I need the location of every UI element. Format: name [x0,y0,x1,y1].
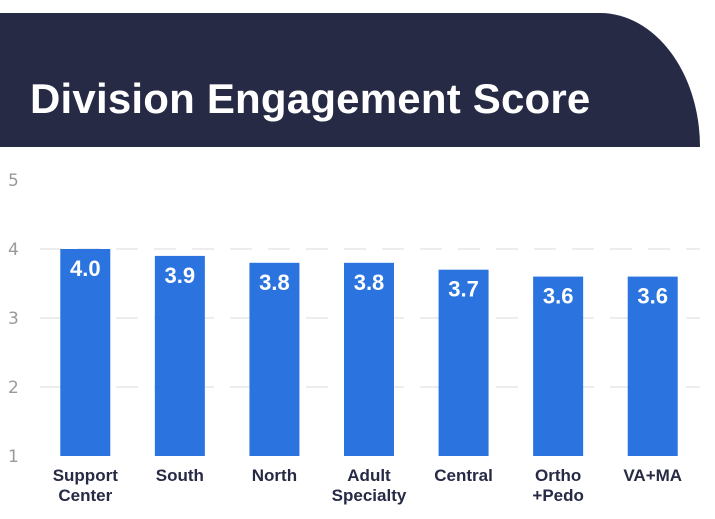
bar-0 [60,249,111,456]
chart-title: Division Engagement Score [30,75,591,122]
y-tick-5: 5 [8,171,19,191]
category-label-5-line-0: Ortho [535,466,581,485]
y-tick-1: 1 [8,447,19,467]
bar-6 [627,276,678,456]
category-label-3-line-1: Specialty [332,486,407,505]
bar-4 [438,269,489,456]
y-tick-3: 3 [8,309,19,329]
data-label-0: 4.0 [70,256,101,281]
category-label-4: Central [434,466,493,485]
data-label-1: 3.9 [165,263,196,288]
data-label-4: 3.7 [448,277,479,302]
category-label-1: South [156,466,204,485]
data-label-5: 3.6 [543,284,574,309]
category-label-0-line-0: Support [53,466,118,485]
bar-5 [533,276,584,456]
category-label-2: North [252,466,297,485]
category-label-3-line-0: Adult [347,466,391,485]
y-tick-4: 4 [8,240,19,260]
bar-2 [249,262,300,456]
data-label-6: 3.6 [637,284,668,309]
data-label-3: 3.8 [354,270,385,295]
category-label-6: VA+MA [623,466,682,485]
title-banner: Division Engagement Score [0,13,700,147]
category-label-5-line-1: +Pedo [532,486,584,505]
y-tick-2: 2 [8,378,19,398]
category-label-0-line-1: Center [58,486,112,505]
data-label-2: 3.8 [259,270,290,295]
bar-1 [154,255,205,456]
bar-3 [344,262,394,456]
